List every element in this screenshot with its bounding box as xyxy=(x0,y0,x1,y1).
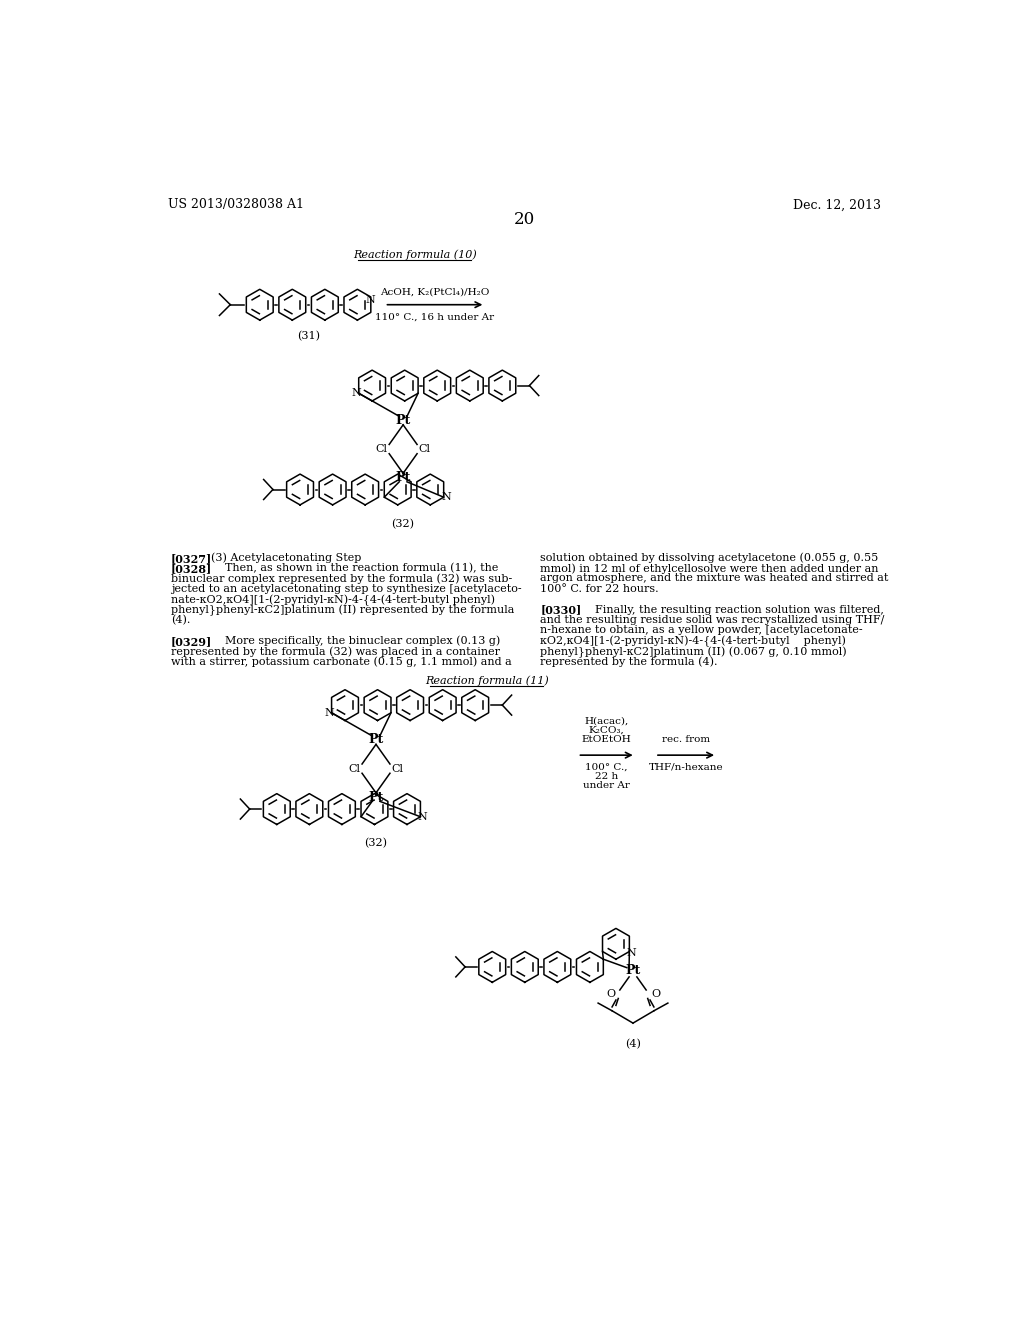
Text: K₂CO₃,: K₂CO₃, xyxy=(589,726,625,735)
Text: [0330]: [0330] xyxy=(541,605,582,615)
Text: US 2013/0328038 A1: US 2013/0328038 A1 xyxy=(168,198,304,211)
Text: solution obtained by dissolving acetylacetone (0.055 g, 0.55: solution obtained by dissolving acetylac… xyxy=(541,553,879,564)
Text: jected to an acetylacetonating step to synthesize [acetylaceto-: jected to an acetylacetonating step to s… xyxy=(171,583,521,594)
Text: (32): (32) xyxy=(391,519,415,529)
Text: Pt: Pt xyxy=(369,733,384,746)
Text: phenyl}phenyl-κC2]platinum (II) (0.067 g, 0.10 mmol): phenyl}phenyl-κC2]platinum (II) (0.067 g… xyxy=(541,647,847,657)
Text: Reaction formula (10): Reaction formula (10) xyxy=(353,249,476,260)
Text: 100° C. for 22 hours.: 100° C. for 22 hours. xyxy=(541,583,658,594)
Text: Cl: Cl xyxy=(348,764,360,774)
Text: (4): (4) xyxy=(625,1039,641,1049)
Text: N: N xyxy=(366,296,376,305)
Text: [0327]: [0327] xyxy=(171,553,212,564)
Text: 100° C.,: 100° C., xyxy=(586,763,628,772)
Text: O: O xyxy=(606,989,615,999)
Text: [0329]: [0329] xyxy=(171,636,212,647)
Text: represented by the formula (4).: represented by the formula (4). xyxy=(541,656,718,667)
Text: Pt: Pt xyxy=(395,413,411,426)
Text: O: O xyxy=(651,989,660,999)
Text: binuclear complex represented by the formula (32) was sub-: binuclear complex represented by the for… xyxy=(171,573,512,583)
Text: argon atmosphere, and the mixture was heated and stirred at: argon atmosphere, and the mixture was he… xyxy=(541,573,889,583)
Text: [0328]: [0328] xyxy=(171,564,212,574)
Text: Reaction formula (11): Reaction formula (11) xyxy=(425,676,549,686)
Text: Finally, the resulting reaction solution was filtered,: Finally, the resulting reaction solution… xyxy=(581,605,884,615)
Text: Cl: Cl xyxy=(392,764,403,774)
Text: EtOEtOH: EtOEtOH xyxy=(582,735,632,744)
Text: (4).: (4). xyxy=(171,615,190,626)
Text: phenyl}phenyl-κC2]platinum (II) represented by the formula: phenyl}phenyl-κC2]platinum (II) represen… xyxy=(171,605,514,616)
Text: under Ar: under Ar xyxy=(583,781,630,791)
Text: N: N xyxy=(441,492,451,502)
Text: mmol) in 12 ml of ethylcellosolve were then added under an: mmol) in 12 ml of ethylcellosolve were t… xyxy=(541,564,879,574)
Text: (3) Acetylacetonating Step: (3) Acetylacetonating Step xyxy=(211,553,361,564)
Text: N: N xyxy=(351,388,361,399)
Text: THF/n-hexane: THF/n-hexane xyxy=(648,763,723,772)
Text: H(acac),: H(acac), xyxy=(585,717,629,726)
Text: AcOH, K₂(PtCl₄)/H₂O: AcOH, K₂(PtCl₄)/H₂O xyxy=(380,288,489,297)
Text: N: N xyxy=(626,948,636,958)
Text: 20: 20 xyxy=(514,211,536,228)
Text: (31): (31) xyxy=(297,331,321,341)
Text: Cl: Cl xyxy=(419,444,431,454)
Text: Dec. 12, 2013: Dec. 12, 2013 xyxy=(794,198,882,211)
Text: N: N xyxy=(418,812,428,822)
Text: Cl: Cl xyxy=(376,444,387,454)
Text: nate-κO2,κO4][1-(2-pyridyl-κN)-4-{4-(4-tert-butyl phenyl): nate-κO2,κO4][1-(2-pyridyl-κN)-4-{4-(4-t… xyxy=(171,594,495,606)
Text: rec. from: rec. from xyxy=(662,735,710,744)
Text: with a stirrer, potassium carbonate (0.15 g, 1.1 mmol) and a: with a stirrer, potassium carbonate (0.1… xyxy=(171,656,511,667)
Text: 110° C., 16 h under Ar: 110° C., 16 h under Ar xyxy=(376,313,495,321)
Text: (32): (32) xyxy=(365,838,387,849)
Text: More specifically, the binuclear complex (0.13 g): More specifically, the binuclear complex… xyxy=(211,636,500,647)
Text: represented by the formula (32) was placed in a container: represented by the formula (32) was plac… xyxy=(171,647,500,657)
Text: N: N xyxy=(325,708,334,718)
Text: Pt: Pt xyxy=(369,791,384,804)
Text: κO2,κO4][1-(2-pyridyl-κN)-4-{4-(4-tert-butyl    phenyl): κO2,κO4][1-(2-pyridyl-κN)-4-{4-(4-tert-b… xyxy=(541,636,846,647)
Text: Pt: Pt xyxy=(395,471,411,484)
Text: 22 h: 22 h xyxy=(595,772,618,781)
Text: n-hexane to obtain, as a yellow powder, [acetylacetonate-: n-hexane to obtain, as a yellow powder, … xyxy=(541,626,863,635)
Text: Pt: Pt xyxy=(626,964,641,977)
Text: and the resulting residue solid was recrystallized using THF/: and the resulting residue solid was recr… xyxy=(541,615,885,624)
Text: Then, as shown in the reaction formula (11), the: Then, as shown in the reaction formula (… xyxy=(211,564,499,573)
